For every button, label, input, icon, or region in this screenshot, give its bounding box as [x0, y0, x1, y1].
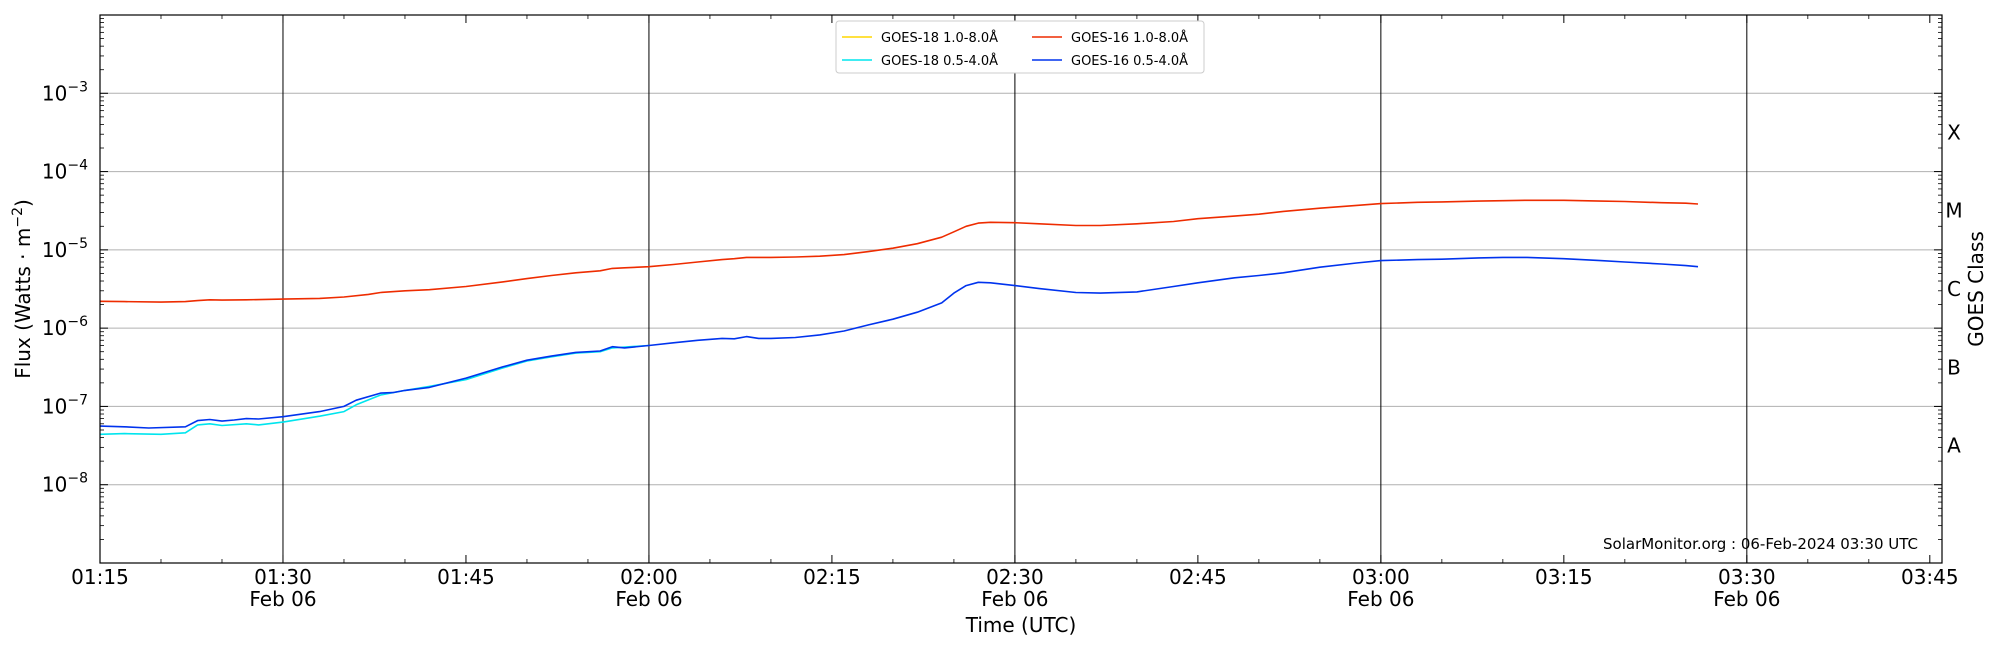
- legend-label: GOES-18 1.0-8.0Å: [881, 30, 998, 46]
- goes-class-labels: X M C B A: [1945, 120, 1962, 457]
- series-line-3: [99, 256, 1699, 429]
- y-tick-label: 10−6: [42, 314, 88, 340]
- source-annotation: SolarMonitor.org : 06-Feb-2024 03:30 UTC: [1603, 535, 1918, 553]
- x-tick-label: 02:45: [1169, 565, 1227, 589]
- goes-class-label-a: A: [1947, 434, 1961, 458]
- y-tick-label: 10−3: [42, 79, 88, 105]
- goes-class-label-c: C: [1947, 277, 1961, 301]
- x-tick-date-label: Feb 06: [981, 587, 1048, 611]
- x-tick-label: 03:00: [1352, 565, 1410, 589]
- goes-class-label-b: B: [1947, 355, 1961, 379]
- series-line-2: [99, 199, 1699, 303]
- x-tick-label: 03:45: [1901, 565, 1959, 589]
- plot-frame: [99, 14, 1943, 564]
- x-tick-label: 01:15: [71, 565, 129, 589]
- y-tick-label: 10−4: [42, 158, 88, 184]
- x-tick-label: 02:30: [986, 565, 1044, 589]
- goes-class-label-x: X: [1947, 120, 1961, 144]
- x-tick-date-label: Feb 06: [249, 587, 316, 611]
- y-tick-labels: 10−3 10−4 10−5 10−6 10−7 10−8: [42, 79, 88, 496]
- x-tick-label: 02:00: [620, 565, 678, 589]
- legend-label: GOES-16 0.5-4.0Å: [1071, 53, 1188, 69]
- x-tick-date-label: Feb 06: [615, 587, 682, 611]
- y-tick-label: 10−7: [42, 392, 88, 418]
- legend: GOES-18 1.0-8.0Å GOES-18 0.5-4.0Å GOES-16 …: [835, 20, 1205, 74]
- y-axis-label-exponent: −2: [10, 207, 26, 228]
- legend-label: GOES-16 1.0-8.0Å: [1071, 30, 1188, 46]
- y-axis-label: Flux (Watts · m−2): [10, 199, 35, 379]
- x-tick-date-label: Feb 06: [1713, 587, 1780, 611]
- right-axis-label: GOES Class: [1964, 231, 1988, 347]
- x-axis-label: Time (UTC): [965, 613, 1077, 637]
- y-tick-label: 10−5: [42, 236, 88, 262]
- plot-background: [100, 15, 1942, 563]
- y-axis-label-close: ): [11, 199, 35, 207]
- goes-class-label-m: M: [1945, 199, 1962, 223]
- x-tick-label: 03:15: [1535, 565, 1593, 589]
- axis-ticks: [99, 14, 1942, 564]
- x-tick-label: 02:15: [803, 565, 861, 589]
- x-tick-label: 01:45: [437, 565, 495, 589]
- horizontal-gridlines: [100, 92, 1942, 486]
- y-tick-label: 10−8: [42, 471, 88, 497]
- legend-label: GOES-18 0.5-4.0Å: [881, 53, 998, 69]
- y-axis-label-main: Flux (Watts · m: [11, 228, 35, 379]
- series-layer: [99, 199, 1699, 436]
- vertical-gridlines: [282, 15, 1748, 563]
- x-tick-date-label: Feb 06: [1347, 587, 1414, 611]
- x-tick-label: 01:30: [254, 565, 312, 589]
- x-tick-label: 03:30: [1718, 565, 1776, 589]
- legend-box: [835, 20, 1205, 74]
